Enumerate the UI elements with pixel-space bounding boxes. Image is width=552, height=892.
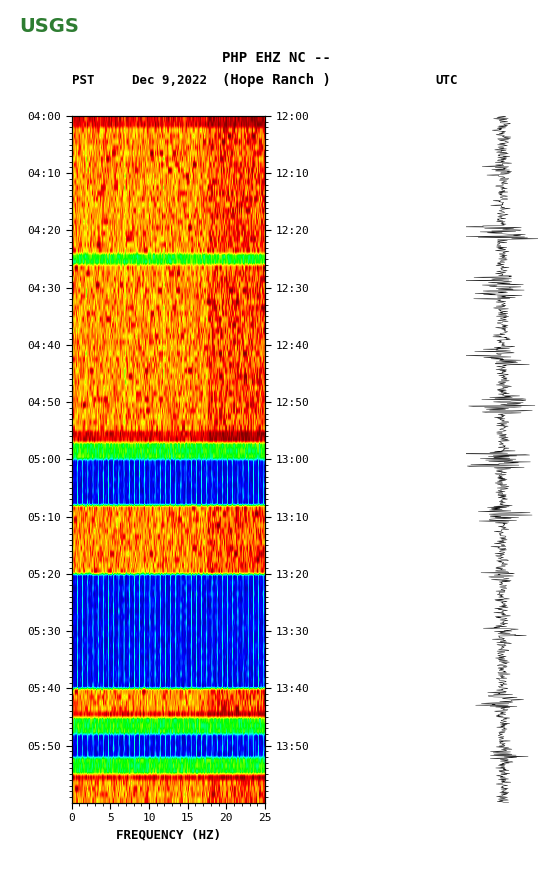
Text: UTC: UTC (436, 74, 458, 87)
Text: USGS: USGS (19, 17, 78, 37)
Text: PHP EHZ NC --: PHP EHZ NC -- (221, 51, 331, 65)
Text: (Hope Ranch ): (Hope Ranch ) (221, 73, 331, 87)
X-axis label: FREQUENCY (HZ): FREQUENCY (HZ) (116, 829, 221, 842)
Text: Dec 9,2022: Dec 9,2022 (132, 74, 208, 87)
Text: PST: PST (72, 74, 94, 87)
